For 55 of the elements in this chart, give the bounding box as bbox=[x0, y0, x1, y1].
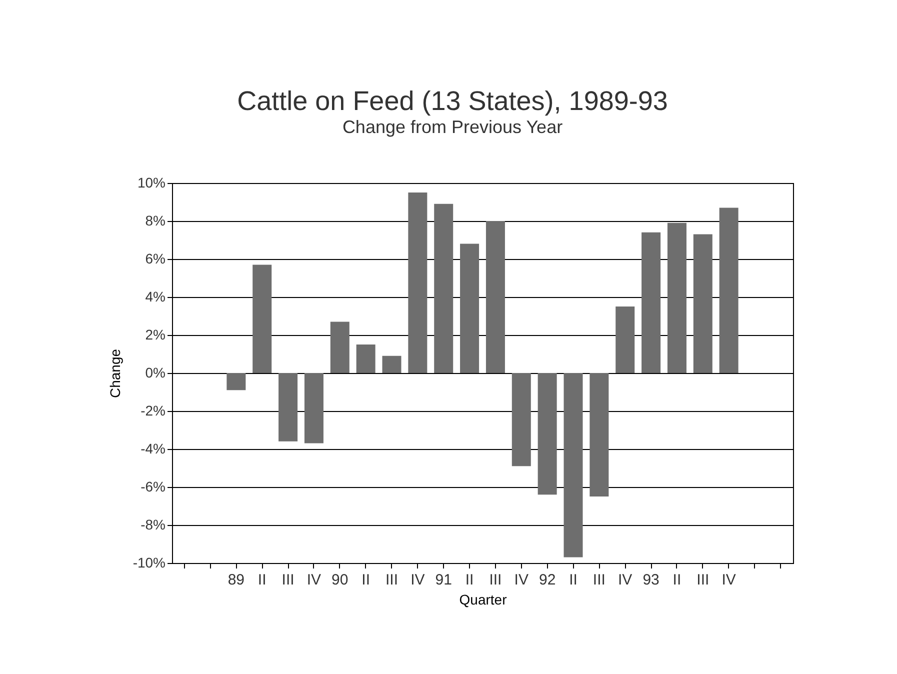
bar bbox=[408, 192, 428, 373]
bar bbox=[382, 356, 402, 373]
bar bbox=[278, 373, 298, 442]
x-tick-label: III bbox=[489, 572, 502, 588]
x-tick-label: 93 bbox=[642, 572, 660, 588]
y-tick-label: -10% bbox=[132, 554, 166, 570]
y-tick-label: 0% bbox=[145, 364, 166, 380]
x-tick-label: II bbox=[465, 572, 474, 588]
x-tick-label: III bbox=[385, 572, 398, 588]
bar bbox=[226, 373, 246, 390]
bar bbox=[486, 221, 505, 373]
y-tick-label: -6% bbox=[140, 478, 166, 494]
x-tick-label: IV bbox=[514, 572, 528, 588]
y-tick-label: -8% bbox=[140, 516, 166, 532]
y-axis-title: Change bbox=[106, 348, 123, 398]
bar bbox=[434, 204, 454, 373]
y-tick-label: -2% bbox=[140, 402, 166, 418]
bar bbox=[642, 232, 661, 373]
bar bbox=[460, 244, 480, 373]
x-tick-label: 89 bbox=[228, 572, 245, 588]
bar bbox=[252, 264, 272, 373]
x-tick-label: III bbox=[282, 572, 294, 588]
bar bbox=[667, 222, 686, 373]
y-tick-label: 8% bbox=[145, 212, 166, 228]
x-tick-label: 91 bbox=[435, 572, 452, 588]
y-tick-label: 4% bbox=[145, 288, 166, 304]
y-tick-label: 2% bbox=[145, 326, 166, 342]
x-tick-label: IV bbox=[306, 572, 322, 588]
x-tick-label: II bbox=[362, 572, 370, 588]
bar bbox=[719, 208, 738, 373]
x-tick-label: II bbox=[569, 572, 578, 588]
bar bbox=[304, 373, 324, 444]
x-tick-label: II bbox=[672, 572, 682, 588]
bar bbox=[356, 344, 376, 373]
x-tick-label: III bbox=[592, 572, 606, 588]
chart-title: Cattle on Feed (13 States), 1989-93 bbox=[237, 86, 668, 116]
x-tick-label: II bbox=[258, 572, 266, 588]
chart-subtitle: Change from Previous Year bbox=[342, 117, 563, 137]
x-tick-label: IV bbox=[722, 572, 736, 588]
bar bbox=[512, 373, 531, 466]
x-tick-label: 92 bbox=[538, 572, 556, 588]
bar bbox=[330, 322, 350, 373]
bar bbox=[590, 373, 609, 496]
x-tick-label: III bbox=[696, 572, 710, 588]
x-axis-title: Quarter bbox=[459, 592, 508, 608]
x-tick-label: IV bbox=[410, 572, 425, 588]
bar bbox=[564, 373, 583, 558]
y-tick-label: -4% bbox=[140, 440, 166, 456]
bar bbox=[538, 373, 557, 495]
x-tick-label: 90 bbox=[332, 572, 348, 588]
x-tick-label: IV bbox=[618, 572, 632, 588]
y-tick-label: 10% bbox=[137, 174, 166, 190]
bar bbox=[693, 234, 712, 373]
bar bbox=[616, 306, 635, 373]
y-tick-label: 6% bbox=[145, 250, 166, 266]
